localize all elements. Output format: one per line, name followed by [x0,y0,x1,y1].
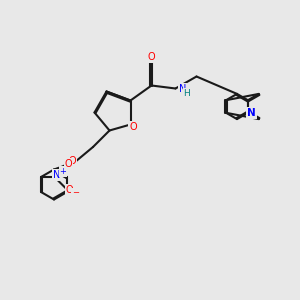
Text: O: O [129,122,137,132]
Text: O: O [65,158,72,169]
Text: O: O [66,185,73,195]
Text: N: N [247,108,256,118]
Text: H: H [184,88,190,98]
Text: N: N [179,83,187,94]
Text: O: O [68,155,76,166]
Text: O: O [148,52,155,62]
Text: −: − [72,188,79,197]
Text: N: N [53,170,60,180]
Text: +: + [59,167,66,176]
